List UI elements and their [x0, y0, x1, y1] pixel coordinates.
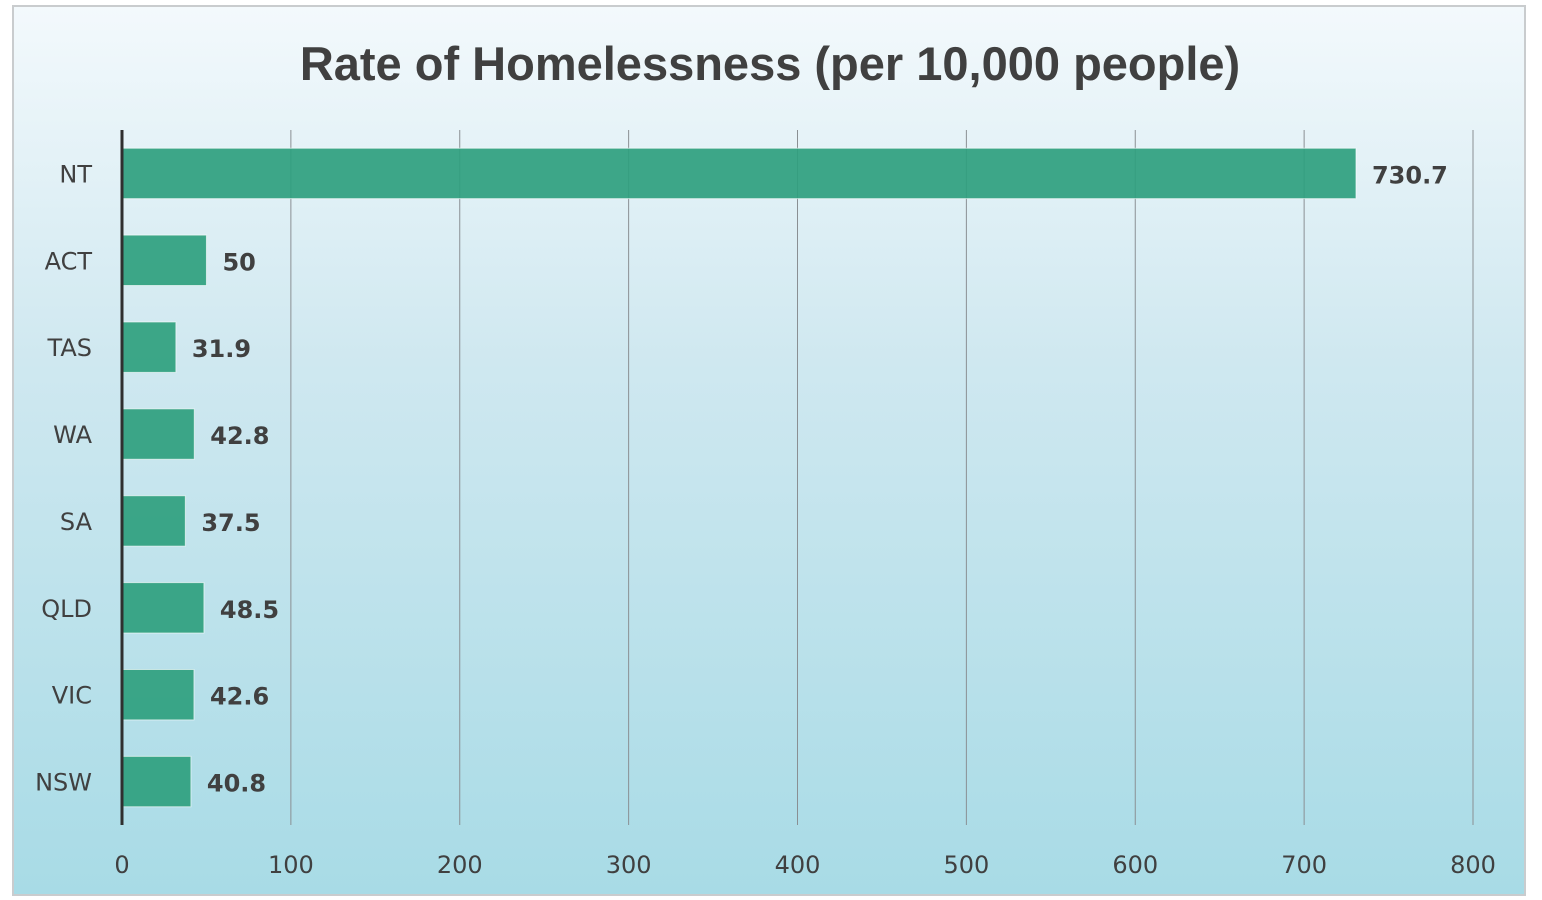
x-tick-label: 100 — [268, 851, 314, 879]
bar-nt — [121, 147, 1357, 200]
data-label: 40.8 — [207, 770, 266, 798]
data-label: 42.8 — [210, 422, 269, 450]
bar-qld — [121, 582, 205, 634]
x-tick-label: 500 — [943, 851, 989, 879]
bar-act — [121, 234, 207, 287]
category-label: VIC — [52, 682, 92, 710]
category-label: WA — [53, 421, 92, 449]
x-tick-label: 400 — [775, 851, 821, 879]
category-label: SA — [60, 508, 93, 536]
category-label: NT — [59, 160, 92, 188]
data-label: 50 — [222, 248, 255, 276]
category-label: ACT — [45, 247, 93, 275]
bars — [121, 147, 1357, 808]
category-label: NSW — [35, 769, 92, 797]
bar-wa — [121, 408, 195, 460]
data-label: 37.5 — [201, 509, 260, 537]
category-label: TAS — [47, 334, 92, 362]
x-tick-label: 600 — [1112, 851, 1158, 879]
x-tick-label: 200 — [437, 851, 483, 879]
data-label: 42.6 — [210, 683, 269, 711]
bar-nsw — [121, 755, 192, 808]
chart-title: Rate of Homelessness (per 10,000 people) — [300, 37, 1240, 90]
x-tick-label: 300 — [606, 851, 652, 879]
bar-sa — [121, 495, 186, 547]
data-label: 730.7 — [1372, 161, 1448, 189]
x-tick-label: 0 — [114, 851, 129, 879]
labels: 0 100 200 300 400 500 600 700 800 NT 730.7 ACT 50 TAS… — [35, 160, 1496, 879]
x-tick-label: 800 — [1450, 851, 1496, 879]
bar-vic — [121, 668, 195, 721]
x-tick-label: 700 — [1281, 851, 1327, 879]
gridlines — [290, 130, 1474, 825]
bar-tas — [121, 321, 177, 373]
category-label: QLD — [41, 595, 92, 623]
data-label: 48.5 — [220, 596, 279, 624]
data-label: 31.9 — [192, 335, 251, 363]
